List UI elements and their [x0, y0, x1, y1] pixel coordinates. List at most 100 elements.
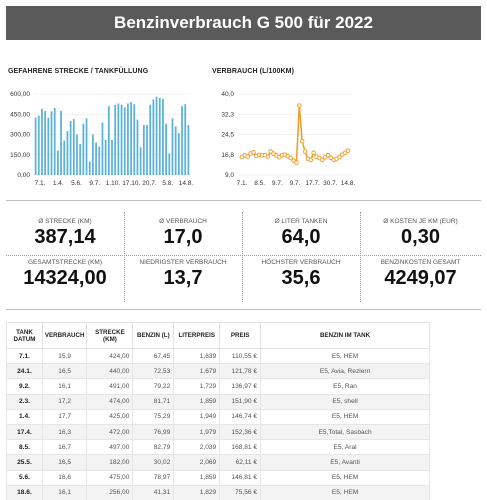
- table-cell: 9.2.: [6, 378, 43, 395]
- bar: [76, 134, 78, 175]
- table-cell: E5, Avanti: [260, 454, 430, 471]
- bar: [104, 139, 107, 175]
- col-header-consumption[interactable]: VERBRAUCH: [41, 322, 88, 349]
- bar: [50, 111, 53, 175]
- bar: [152, 99, 155, 175]
- bar: [149, 104, 152, 175]
- table-cell: 1,949: [173, 408, 221, 425]
- bar: [41, 108, 43, 175]
- data-point: [294, 160, 299, 166]
- bar: [123, 107, 126, 175]
- table-cell: 24.1.: [6, 363, 43, 380]
- kpi-label: GESAMTSTRECKE (KM): [27, 259, 103, 266]
- kpi-value: 0,30: [401, 226, 440, 248]
- page-title: Benzinverbrauch G 500 für 2022: [114, 13, 373, 32]
- col-header-date[interactable]: TANK DATUM: [6, 322, 43, 349]
- col-header-fuel-type[interactable]: BENZIN IM TANK: [260, 322, 430, 349]
- table-cell: 16,1: [41, 484, 88, 500]
- table-cell: 491,00: [86, 378, 134, 395]
- kpi-label: Ø LITER TANKEN: [274, 218, 328, 225]
- table-header-row: TANK DATUM VERBRAUCH STRECKE (KM) BENZIN…: [6, 322, 430, 349]
- bar: [111, 139, 113, 175]
- table-cell: 67,45: [132, 347, 175, 365]
- table-cell: 2,069: [173, 454, 221, 471]
- data-point: [302, 149, 308, 154]
- bar: [158, 98, 161, 175]
- bar: [98, 146, 101, 175]
- table-cell: 16,5: [41, 454, 88, 471]
- y-tick-label: 450,00: [10, 111, 30, 118]
- table-cell: E5, HEM: [260, 484, 430, 500]
- table-cell: 17.4.: [6, 423, 43, 441]
- table-cell: 82,79: [132, 439, 175, 456]
- bar: [177, 133, 180, 175]
- section-divider-bottom: [6, 309, 481, 310]
- y-tick-label: 16,8: [221, 152, 234, 159]
- kpi-value: 4249,07: [384, 267, 457, 289]
- table-cell: 121,78 €: [219, 363, 262, 380]
- bar: [66, 131, 69, 175]
- table-cell: 16,5: [41, 363, 88, 380]
- kpi-label: Ø STRECKE (KM): [38, 218, 92, 225]
- table-row: 2.3. 17,2 474,00 81,71 1,859 151,90 € E5, shel…: [6, 393, 430, 410]
- table-cell: 72,53: [132, 363, 175, 380]
- x-tick-label: 5.6.: [71, 180, 82, 187]
- table-cell: 146,81 €: [219, 469, 262, 486]
- bar: [168, 153, 171, 175]
- y-tick-label: 150,00: [10, 152, 30, 159]
- col-header-distance[interactable]: STRECKE (KM): [86, 322, 134, 349]
- table-cell: 1,829: [173, 484, 221, 500]
- x-tick-label: 9.7.: [272, 180, 283, 187]
- kpi-row-divider: [6, 255, 481, 256]
- table-cell: 16,7: [41, 439, 88, 456]
- col-header-price[interactable]: PREIS: [219, 322, 262, 349]
- table-cell: 8.5.: [6, 439, 43, 456]
- table-cell: E5, shell: [260, 393, 430, 410]
- y-tick-label: 300,00: [10, 132, 30, 139]
- bar: [57, 150, 59, 175]
- bar: [162, 98, 164, 175]
- table-cell: 30,02: [132, 454, 175, 471]
- table-cell: 136,97 €: [219, 378, 262, 395]
- table-cell: E5, HEM: [260, 347, 430, 365]
- section-divider-top: [6, 200, 481, 201]
- x-tick-label: 30.7.: [323, 180, 338, 187]
- table-cell: 168,81 €: [219, 439, 262, 456]
- table-cell: 182,00: [86, 454, 134, 471]
- table-cell: 5.6.: [6, 469, 43, 486]
- table-row: 7.1. 15,9 424,00 67,45 1,639 110,55 € E5, HEM: [6, 347, 430, 365]
- col-header-price-per-liter[interactable]: LITERPREIS: [173, 322, 221, 349]
- col-header-fuel[interactable]: BENZIN (L): [132, 322, 175, 349]
- table-cell: 1,729: [173, 378, 221, 395]
- y-tick-label: 9,0: [225, 172, 234, 179]
- consumption-line-chart: 9,0 16,8 24,5 32,3 40,0 7.1. 8.5. 9.7. 9.7. 17.7.…: [221, 91, 355, 187]
- table-cell: 7.1.: [6, 347, 43, 365]
- bar: [44, 111, 47, 175]
- table-cell: 1,859: [173, 393, 221, 410]
- data-point: [325, 152, 331, 158]
- kpi-value: 13,7: [163, 267, 203, 289]
- table-cell: 1,979: [173, 423, 221, 441]
- table-cell: 62,11 €: [219, 454, 262, 471]
- y-tick-label: 0,00: [17, 172, 30, 179]
- consumption-chart-title: VERBRAUCH (L/100KM): [212, 68, 295, 75]
- bar: [181, 106, 183, 175]
- data-point: [345, 148, 351, 153]
- bar: [88, 161, 91, 175]
- bar: [63, 140, 66, 175]
- bar: [146, 125, 148, 175]
- kpi-value: 17,0: [163, 226, 203, 248]
- bar: [37, 115, 40, 175]
- bar: [136, 119, 139, 175]
- bar: [165, 123, 167, 175]
- bar: [127, 103, 129, 175]
- bar: [72, 118, 75, 175]
- table-row: 1.4. 17,7 425,00 75,29 1,949 146,74 € E5, HEM: [6, 408, 430, 425]
- bar: [82, 123, 85, 175]
- x-tick-label: 8.5.: [254, 180, 265, 187]
- table-cell: 151,90 €: [219, 393, 262, 410]
- bar: [85, 118, 88, 175]
- kpi-divider: [124, 212, 125, 302]
- table-cell: E5, Avia, Rezlern: [260, 363, 430, 380]
- table-cell: 41,31: [132, 484, 175, 500]
